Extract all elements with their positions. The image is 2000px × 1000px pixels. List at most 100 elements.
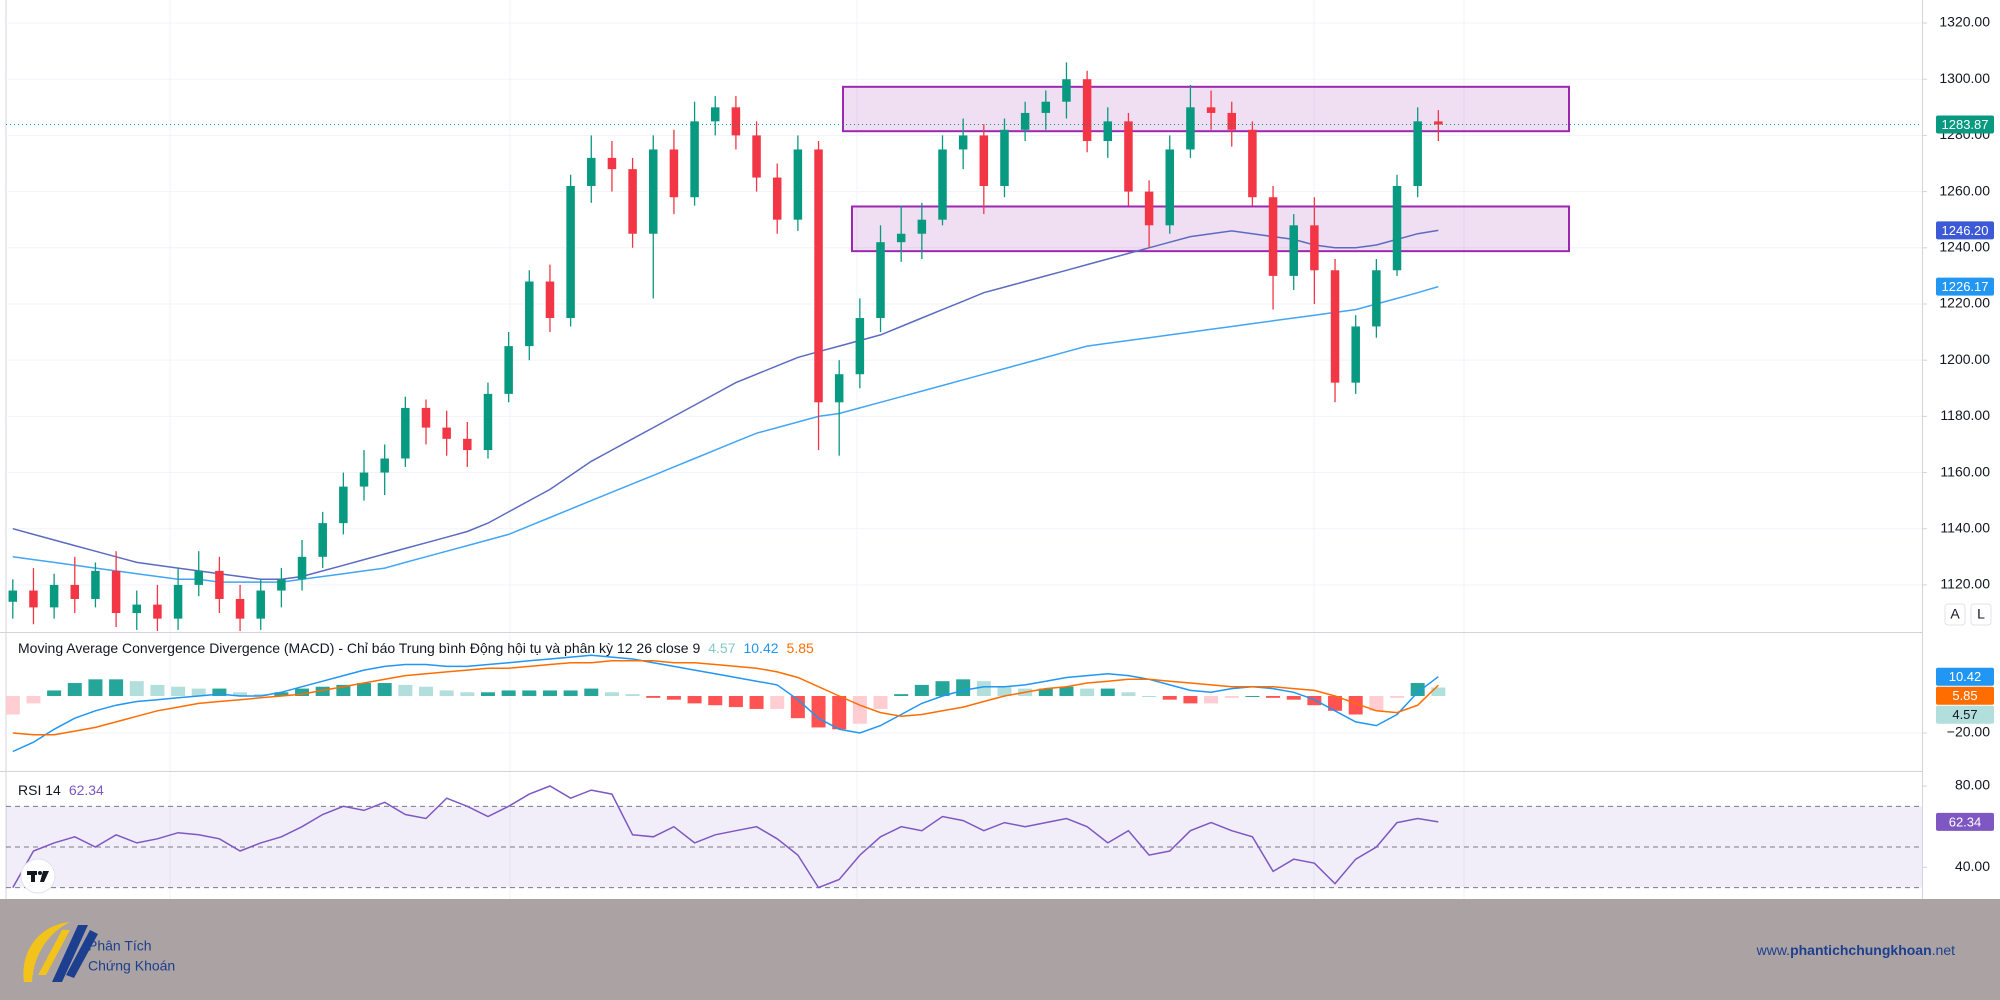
candle-body (277, 579, 286, 591)
candle-body (1020, 112, 1030, 130)
line-series (12, 785, 1439, 889)
pane (6, 785, 1922, 889)
price-zone (851, 205, 1570, 253)
candle-body (1268, 197, 1278, 276)
candle-body (752, 135, 761, 178)
candle-body (173, 584, 183, 619)
logo-shape (40, 871, 49, 882)
candle-body (958, 135, 968, 150)
candle-body (834, 374, 844, 403)
log-scale-button[interactable] (1970, 603, 1992, 626)
url-domain: phantichchungkhoan (1790, 942, 1932, 958)
histogram-bar (625, 694, 640, 696)
histogram-bar (935, 681, 950, 696)
candle-body (938, 149, 947, 220)
histogram-bar (47, 690, 62, 696)
histogram-bar (666, 695, 681, 700)
histogram-bar (976, 681, 991, 696)
histogram-bar (398, 684, 413, 696)
y-tick-label: 80.00 (1955, 777, 1990, 793)
candle-body (979, 135, 989, 186)
histogram-bar (1224, 695, 1239, 698)
histogram-bar (1369, 695, 1384, 711)
candle-body (1248, 129, 1257, 198)
website-url[interactable]: www.phantichchungkhoan.net (1756, 942, 1955, 958)
candle-body (153, 604, 162, 619)
candle-body (380, 458, 389, 473)
histogram-bar (480, 692, 495, 696)
candle-body (1000, 129, 1009, 186)
histogram-bar (253, 694, 268, 696)
histogram-bar (419, 686, 433, 696)
candle-body (1434, 121, 1443, 125)
histogram-bar (790, 695, 805, 719)
histogram-bar (1266, 695, 1281, 698)
candle-body (896, 233, 906, 243)
y-tick-label: 40.00 (1955, 858, 1990, 874)
price-badge (1936, 115, 1994, 134)
histogram-bar (377, 683, 392, 696)
y-tick-label: 1220.00 (1939, 295, 1990, 311)
footer: Phân Tích Chứng Khoán www.phantichchungk… (0, 899, 2000, 1000)
candle-body (463, 438, 472, 451)
candle-body (297, 556, 307, 580)
log-scale-label[interactable]: L (1977, 606, 1985, 622)
line-series (12, 229, 1439, 581)
candle-body (1289, 225, 1298, 276)
pane (6, 654, 1922, 753)
candle-body (525, 281, 534, 347)
candle-body (1413, 121, 1422, 186)
indicator-title: Moving Average Convergence Divergence (M… (18, 640, 700, 656)
candle-body (111, 570, 121, 614)
candle-body (1351, 326, 1360, 383)
logo-text: Phân Tích (88, 938, 152, 954)
histogram-bar (914, 684, 929, 696)
histogram-bar (852, 695, 867, 724)
indicator-legend: RSI 14 62.34 (18, 782, 104, 798)
footer-band (0, 899, 2000, 1000)
pane (6, 22, 1922, 631)
price-badge-label: 1283.87 (1942, 117, 1989, 132)
histogram-bar (522, 690, 537, 696)
price-axis: 1120.00 1140.00 1160.00 1180.00 1200.00 1220.… (1922, 14, 1994, 874)
legend-value: 4.57 (708, 640, 735, 656)
y-tick-label: 1140.00 (1940, 519, 1990, 535)
y-tick-label: 1200.00 (1939, 351, 1990, 367)
price-badge (1936, 686, 1994, 705)
scale-buttons: A L (1944, 603, 1992, 626)
candle-body (1103, 121, 1113, 142)
candle-body (1227, 112, 1236, 130)
candle-body (1124, 121, 1133, 192)
histogram-bar (873, 695, 888, 709)
histogram-bar (687, 695, 702, 704)
histogram-bar (274, 692, 289, 696)
candle-body (710, 107, 720, 122)
plot-layer (6, 22, 1922, 889)
candle-body (1062, 79, 1071, 102)
auto-scale-button[interactable] (1944, 603, 1966, 626)
candle-body (194, 570, 203, 585)
histogram-bar (728, 695, 743, 708)
logo-bar (66, 930, 98, 978)
histogram-bar (191, 688, 206, 696)
histogram-bar (212, 688, 227, 696)
candle-body (235, 598, 245, 619)
candle-body (1310, 225, 1319, 271)
logo-circle (20, 858, 56, 894)
auto-scale-label[interactable]: A (1950, 606, 1960, 622)
logo-shape (31, 871, 35, 882)
candle-body (1330, 270, 1340, 383)
histogram-bar (1410, 683, 1425, 696)
candle-body (132, 604, 142, 614)
indicator-legend: Moving Average Convergence Divergence (M… (18, 640, 814, 656)
candle-body (566, 185, 575, 319)
histogram-bar (708, 695, 723, 706)
candle-body (1372, 270, 1381, 327)
histogram-bar (956, 679, 971, 696)
candle-body (49, 584, 59, 608)
histogram-bar (811, 695, 826, 728)
candle-body (649, 149, 658, 234)
candle-body (215, 570, 224, 599)
candle-body (690, 121, 699, 198)
